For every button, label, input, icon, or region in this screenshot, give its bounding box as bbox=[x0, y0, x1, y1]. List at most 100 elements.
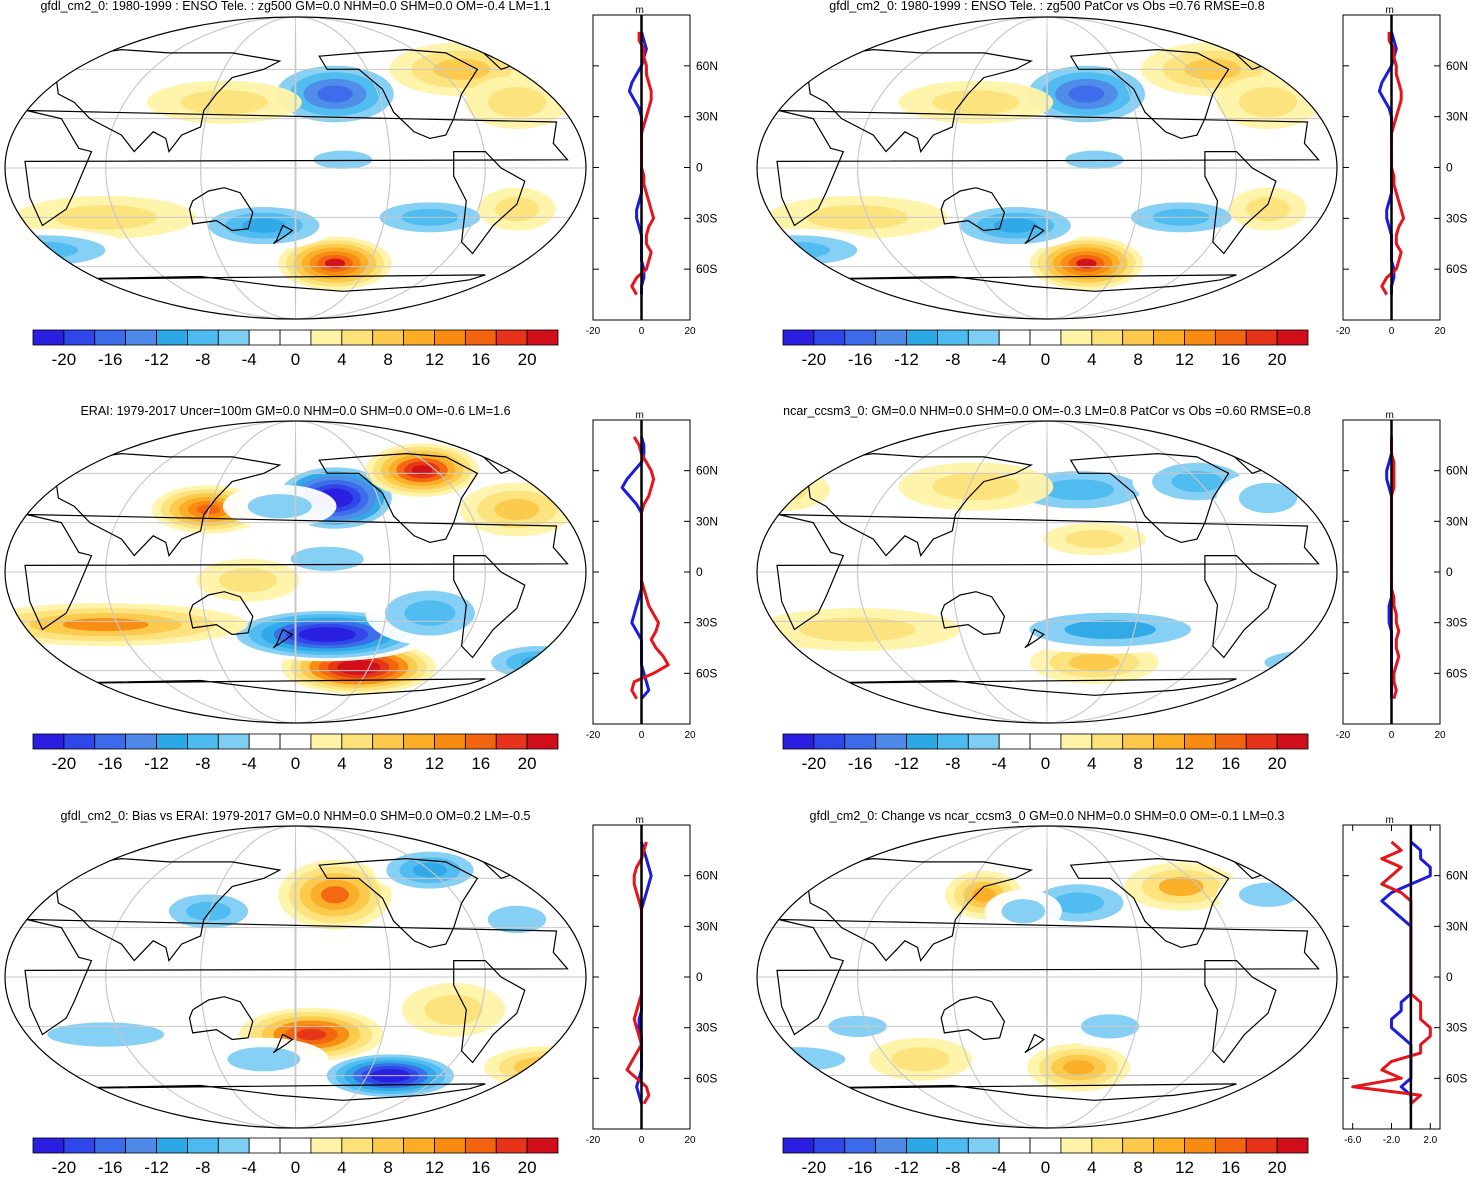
colorbar-box bbox=[495, 733, 528, 750]
zonal-obs-series bbox=[635, 841, 653, 1105]
panel-1: gfdl_cm2_0: 1980-1999 : ENSO Tele. : zg5… bbox=[4, 0, 718, 369]
anomaly-blob bbox=[1293, 48, 1337, 74]
colorbar-tick-label: 16 bbox=[471, 350, 490, 369]
colorbar-box bbox=[341, 329, 374, 346]
anomaly-blob bbox=[310, 630, 344, 639]
anomaly-blob bbox=[487, 87, 547, 118]
zonal-y-tick-label: 60N bbox=[696, 869, 718, 883]
zonal-y-tick-label: 0 bbox=[696, 161, 703, 175]
anomaly-blob bbox=[757, 235, 858, 266]
colorbar-box bbox=[125, 733, 157, 750]
colorbar-box bbox=[1214, 733, 1247, 750]
colorbar-box bbox=[434, 1137, 466, 1154]
colorbar-tick-label: -12 bbox=[144, 754, 169, 773]
coastline bbox=[453, 959, 526, 1064]
colorbar-tick-label: -8 bbox=[195, 1158, 210, 1177]
zonal-x-tick-label: 0 bbox=[639, 730, 645, 741]
colorbar-tick-label: -20 bbox=[802, 1158, 827, 1177]
zonal-y-tick-label: 30S bbox=[1446, 616, 1467, 630]
zonal-y-tick-label: 30S bbox=[696, 1021, 717, 1035]
colorbar-box bbox=[32, 1137, 65, 1154]
zonal-x-tick-label: 0 bbox=[1389, 730, 1395, 741]
zonal-unit-label: m bbox=[636, 815, 644, 826]
anomaly-blob bbox=[499, 1050, 586, 1084]
longitude-line bbox=[105, 421, 486, 723]
colorbar-box bbox=[782, 329, 815, 346]
colorbar-box bbox=[813, 733, 846, 750]
zonal-x-tick-label: -20 bbox=[586, 730, 601, 741]
anomaly-blob bbox=[47, 1022, 165, 1047]
colorbar: -20 -16 -12 -8 -4 0 4 8 12 16 20 bbox=[32, 329, 559, 369]
colorbar: -20 -16 -12 -8 -4 0 4 8 12 16 20 bbox=[782, 1137, 1309, 1177]
anomaly-blob bbox=[799, 617, 916, 642]
panel-6: gfdl_cm2_0: Change vs ncar_ccsm3_0 GM=0.… bbox=[756, 809, 1468, 1177]
colorbar-box bbox=[844, 1137, 877, 1154]
longitude-line bbox=[294, 826, 297, 1128]
colorbar-box bbox=[1029, 329, 1062, 346]
colorbar-box bbox=[279, 1137, 312, 1154]
colorbar-box bbox=[217, 1137, 250, 1154]
colorbar-tick-label: 4 bbox=[337, 1158, 346, 1177]
colorbar-tick-label: -20 bbox=[802, 754, 827, 773]
colorbar-box bbox=[526, 733, 559, 750]
coastline bbox=[1069, 48, 1230, 140]
colorbar-tick-label: -8 bbox=[945, 350, 960, 369]
anomaly-blob bbox=[542, 48, 586, 74]
colorbar-box bbox=[495, 1137, 528, 1154]
panel-4: ncar_ccsm3_0: GM=0.0 NHM=0.0 SHM=0.0 OM=… bbox=[756, 404, 1468, 773]
colorbar-tick-label: 20 bbox=[518, 754, 537, 773]
colorbar-tick-label: 8 bbox=[383, 1158, 392, 1177]
zonal-model-series bbox=[630, 436, 670, 700]
anomaly-blob bbox=[932, 90, 1020, 115]
colorbar-tick-label: 4 bbox=[1087, 1158, 1096, 1177]
colorbar-tick-label: -16 bbox=[98, 1158, 123, 1177]
colorbar-box bbox=[32, 329, 65, 346]
zonal-y-tick-label: 60N bbox=[696, 59, 718, 73]
anomaly-blob bbox=[317, 85, 353, 103]
colorbar-box bbox=[187, 329, 219, 346]
coastline bbox=[1204, 554, 1277, 659]
longitude-line bbox=[200, 17, 391, 319]
longitude-line bbox=[951, 17, 1143, 319]
zonal-y-tick-label: 30N bbox=[1446, 919, 1468, 933]
colorbar-box bbox=[94, 1137, 127, 1154]
zonal-y-tick-label: 30N bbox=[696, 110, 718, 124]
colorbar-box bbox=[94, 329, 127, 346]
longitude-line bbox=[857, 421, 1237, 723]
anomaly-blob bbox=[404, 600, 456, 626]
anomaly-blob bbox=[346, 663, 371, 672]
map-field bbox=[757, 17, 1337, 319]
zonal-y-tick-label: 0 bbox=[1446, 565, 1453, 579]
anomaly-blob bbox=[424, 994, 483, 1026]
colorbar-box bbox=[844, 733, 877, 750]
colorbar-box bbox=[1214, 329, 1247, 346]
colorbar-box bbox=[372, 329, 404, 346]
anomaly-blob bbox=[1068, 653, 1120, 671]
colorbar-box bbox=[1029, 733, 1062, 750]
colorbar-tick-label: 0 bbox=[291, 754, 300, 773]
anomaly-blob bbox=[242, 218, 286, 233]
anomaly-blob bbox=[6, 241, 79, 259]
colorbar-tick-label: 0 bbox=[291, 350, 300, 369]
longitude-line bbox=[200, 421, 391, 723]
colorbar: -20 -16 -12 -8 -4 0 4 8 12 16 20 bbox=[782, 733, 1309, 773]
longitude-line bbox=[951, 826, 1143, 1128]
colorbar-box bbox=[187, 1137, 219, 1154]
colorbar-tick-label: 8 bbox=[1133, 1158, 1142, 1177]
anomaly-blob bbox=[1238, 482, 1298, 514]
colorbar-tick-label: -20 bbox=[52, 754, 77, 773]
longitude-line bbox=[1046, 17, 1048, 319]
colorbar-box bbox=[875, 329, 907, 346]
anomaly-blob bbox=[1225, 640, 1337, 684]
colorbar-box bbox=[310, 1137, 343, 1154]
colorbar-box bbox=[403, 733, 435, 750]
anomaly-blob bbox=[313, 150, 373, 169]
anomaly-blob bbox=[521, 655, 561, 669]
colorbar-tick-label: -4 bbox=[242, 754, 257, 773]
colorbar: -20 -16 -12 -8 -4 0 4 8 12 16 20 bbox=[32, 733, 559, 773]
colorbar-tick-label: -16 bbox=[98, 754, 123, 773]
zonal-x-tick-label: 0 bbox=[639, 326, 645, 337]
zonal-obs-series bbox=[627, 31, 648, 295]
zonal-x-tick-label: 20 bbox=[684, 326, 696, 337]
